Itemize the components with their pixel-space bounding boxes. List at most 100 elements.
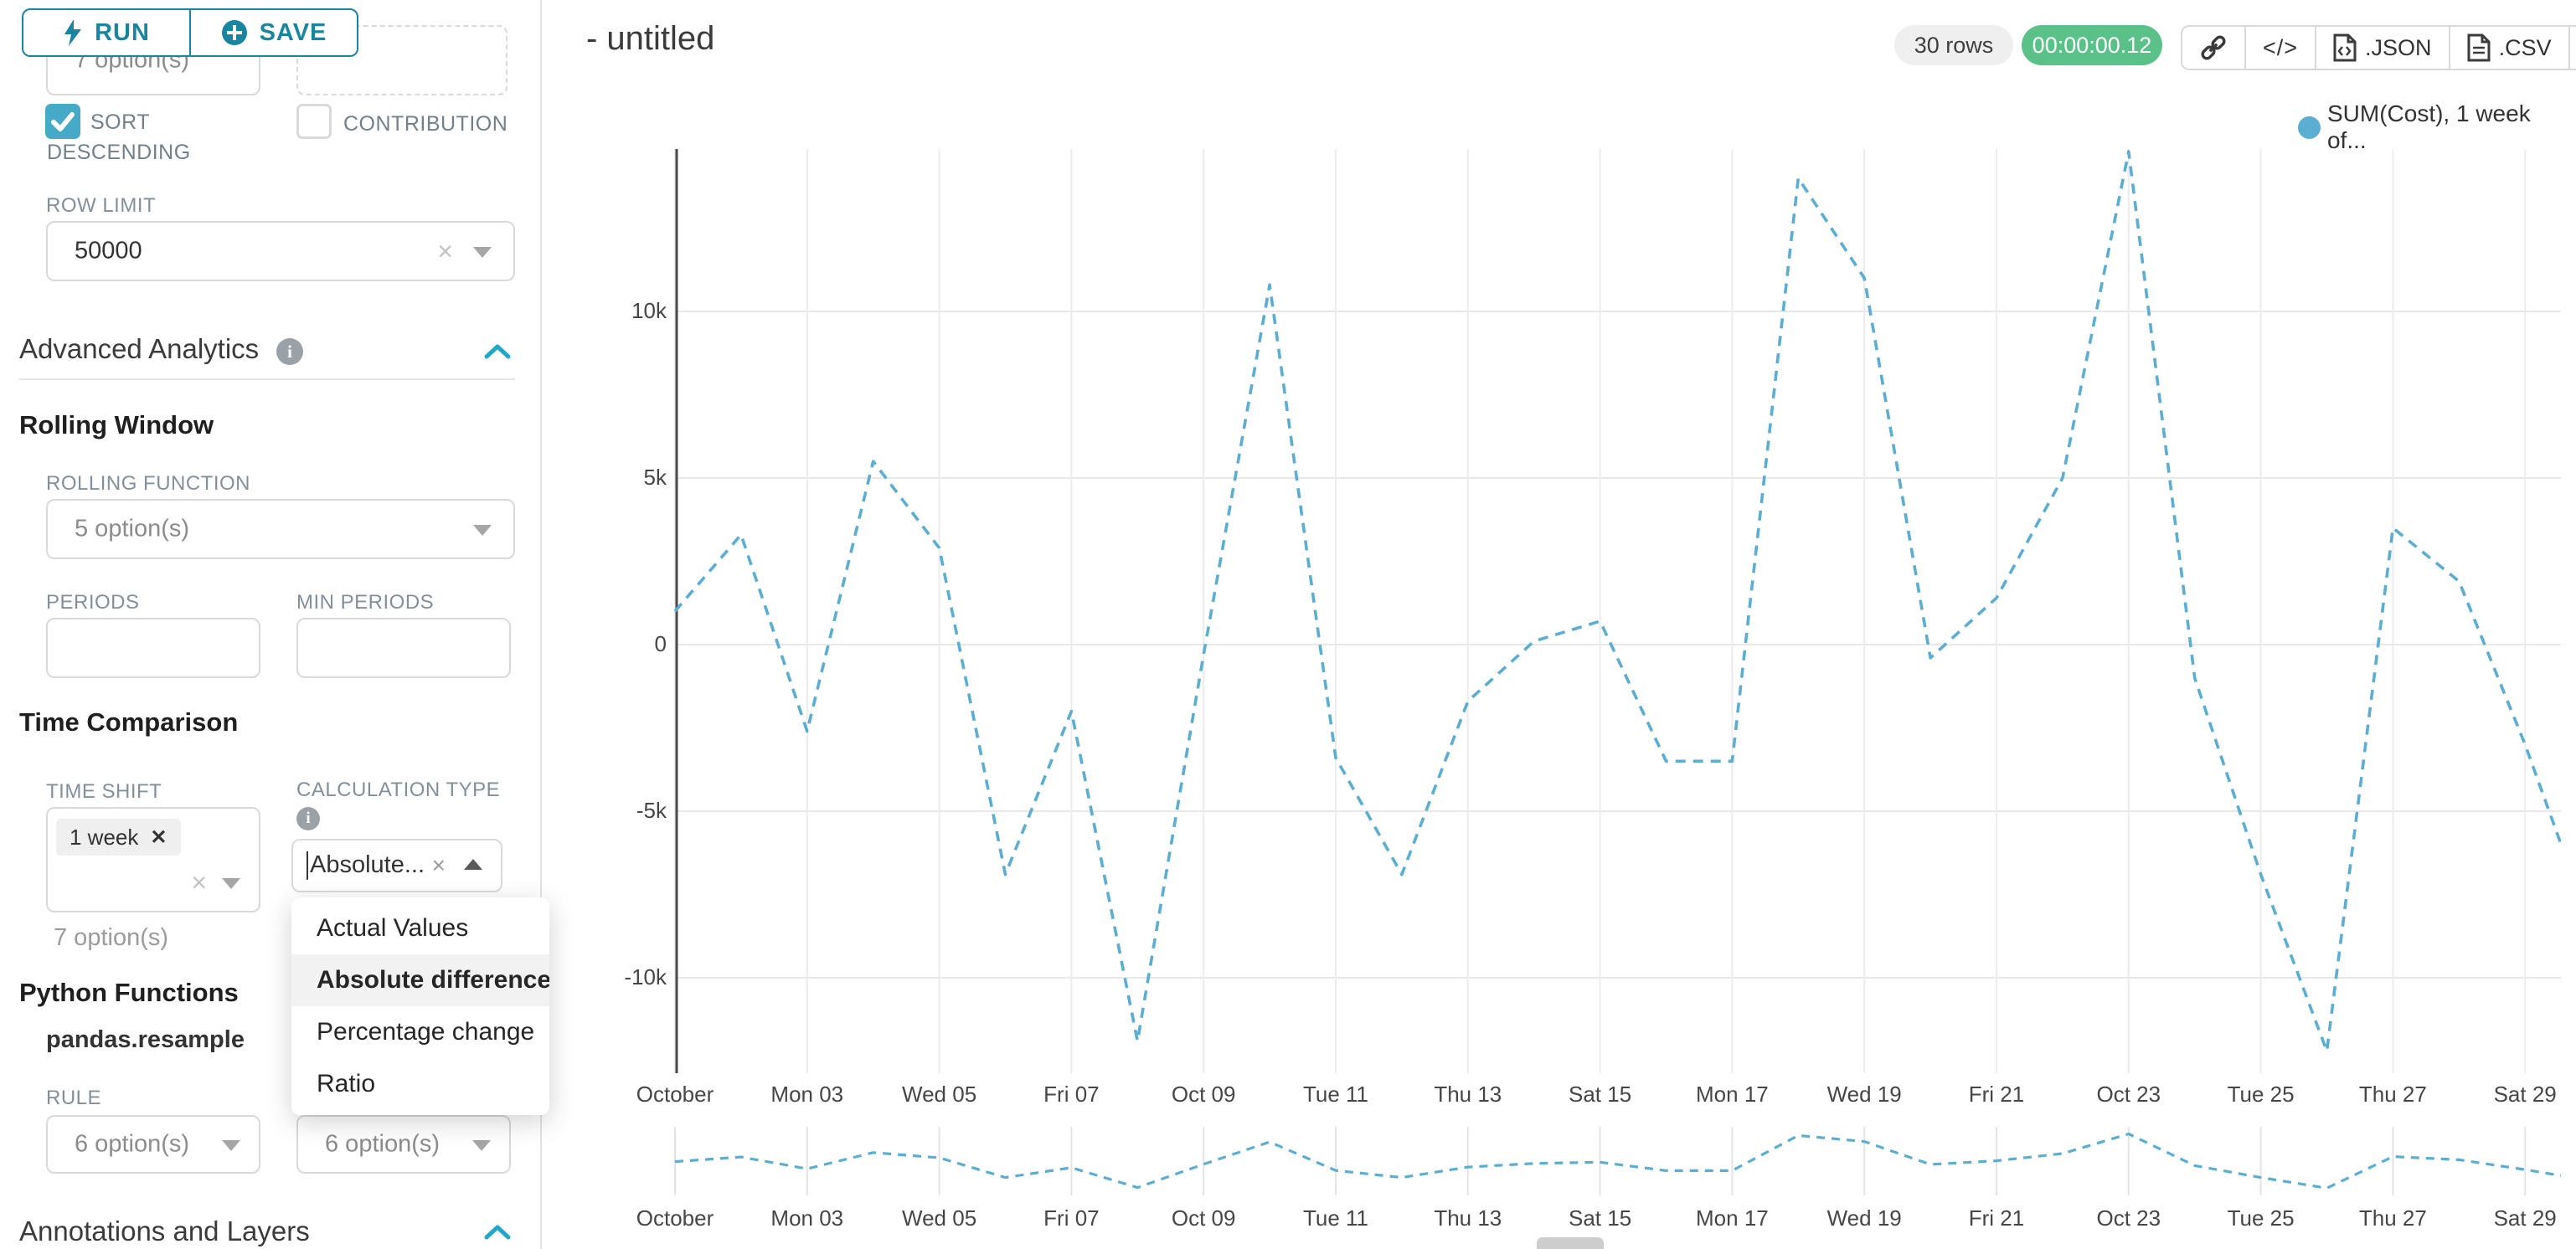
rule-select[interactable]: 6 option(s)	[46, 1115, 260, 1174]
menu-item-percentage-change[interactable]: Percentage change	[317, 1018, 535, 1046]
x-axis-tick-label: Wed 05	[902, 1082, 977, 1107]
lightning-icon	[64, 19, 82, 46]
y-axis-tick-label: 0	[654, 631, 667, 656]
csv-button-label: .CSV	[2498, 34, 2552, 60]
export-json-button[interactable]: .JSON	[2316, 25, 2450, 70]
time-shift-label: TIME SHIFT	[46, 780, 162, 803]
json-button-label: .JSON	[2365, 34, 2432, 60]
clear-icon[interactable]: ×	[437, 236, 453, 266]
chevron-up-icon[interactable]	[484, 343, 511, 360]
rolling-function-select[interactable]: 5 option(s)	[46, 499, 515, 559]
calculation-type-dropdown: Actual Values Absolute difference Percen…	[291, 897, 549, 1115]
x-axis-tick-label: Tue 25	[2227, 1082, 2295, 1107]
x-axis-tick-label: Wed 05	[902, 1205, 977, 1231]
chart-toolbar: </> .JSON .CSV	[2181, 25, 2576, 70]
info-icon[interactable]: i	[296, 807, 320, 830]
menu-item-absolute-difference[interactable]: Absolute difference	[291, 954, 549, 1006]
y-axis-tick-label: 5k	[643, 465, 667, 490]
x-axis-tick-label: Fri 21	[1968, 1205, 2025, 1231]
x-axis-tick-label: Thu 13	[1434, 1082, 1502, 1107]
remove-tag-icon[interactable]: ✕	[150, 825, 167, 849]
menu-item-ratio[interactable]: Ratio	[317, 1070, 376, 1097]
file-code-icon	[2333, 33, 2357, 62]
check-icon	[51, 112, 75, 131]
x-axis-tick-label: Mon 17	[1696, 1205, 1769, 1231]
calculation-type-value: Absolute...	[307, 851, 425, 881]
chevron-down-icon[interactable]	[222, 1140, 240, 1152]
sort-descending-label: SORT DESCENDING	[47, 111, 191, 164]
info-icon[interactable]: i	[276, 338, 303, 365]
x-axis-tick-label: Fri 07	[1043, 1205, 1100, 1231]
x-axis-tick-label: Oct 23	[2096, 1205, 2161, 1231]
y-axis-tick-label: 10k	[631, 298, 667, 323]
control-panel-sidebar: 7 option(s) RUN SAVE SORT DESCENDING CON…	[0, 0, 549, 1249]
x-axis-tick-label: Oct 09	[1171, 1082, 1236, 1107]
contribution-checkbox[interactable]	[296, 104, 332, 139]
advanced-analytics-title: Advanced Analytics	[19, 333, 260, 364]
periods-input[interactable]	[46, 618, 262, 678]
share-link-button[interactable]	[2181, 25, 2246, 70]
x-axis-tick-label: Thu 27	[2358, 1205, 2427, 1231]
chevron-down-icon[interactable]	[473, 247, 492, 259]
chevron-up-icon[interactable]	[464, 858, 482, 870]
rule-label: RULE	[46, 1087, 102, 1109]
time-comparison-title: Time Comparison	[19, 707, 239, 737]
x-axis-tick-label: Tue 11	[1302, 1082, 1369, 1107]
y-axis-tick-label: -10k	[624, 964, 667, 989]
time-shift-select[interactable]: 1 week ✕ ×	[46, 807, 260, 912]
x-axis-tick-label: Wed 19	[1826, 1205, 1902, 1231]
file-lines-icon	[2467, 33, 2491, 62]
time-shift-tag-label: 1 week	[70, 824, 139, 850]
rule-value: 6 option(s)	[75, 1130, 190, 1158]
time-shift-hint: 7 option(s)	[54, 924, 169, 951]
chevron-down-icon[interactable]	[222, 877, 240, 889]
x-axis-tick-label: Tue 25	[2227, 1205, 2295, 1231]
x-axis-tick-label: Sat 15	[1569, 1082, 1632, 1107]
calculation-type-select[interactable]: Absolute... ×	[291, 839, 502, 892]
row-limit-select[interactable]: 50000 ×	[46, 221, 515, 281]
legend-item[interactable]: SUM(Cost), 1 week of...	[2298, 100, 2576, 154]
chart-title[interactable]: - untitled	[586, 20, 715, 57]
x-axis-tick-label: Mon 03	[770, 1205, 844, 1231]
periods-input-field[interactable]	[48, 619, 262, 678]
min-periods-input[interactable]	[296, 618, 513, 678]
menu-item-actual-values[interactable]: Actual Values	[317, 914, 469, 942]
x-axis-tick-label: October	[636, 1205, 714, 1231]
x-axis-tick-label: Sat 29	[2493, 1082, 2557, 1107]
x-axis-tick-label: Fri 21	[1968, 1082, 2025, 1107]
x-axis-tick-label: Wed 19	[1826, 1082, 1902, 1107]
horizontal-scrollbar-thumb[interactable]	[1537, 1237, 1604, 1249]
chevron-down-icon[interactable]	[473, 525, 492, 537]
save-button[interactable]: SAVE	[189, 10, 357, 55]
x-axis-tick-label: Thu 27	[2358, 1082, 2427, 1107]
save-button-label: SAVE	[259, 18, 327, 46]
embed-code-button[interactable]: </>	[2246, 25, 2317, 70]
export-csv-button[interactable]: .CSV	[2450, 25, 2570, 70]
text-cursor	[307, 851, 308, 881]
x-axis-tick-label: Oct 23	[2096, 1082, 2161, 1107]
clear-icon[interactable]: ×	[431, 852, 446, 878]
clear-icon[interactable]: ×	[191, 866, 207, 897]
sort-descending-checkbox[interactable]	[45, 104, 80, 139]
method-select[interactable]: 6 option(s)	[296, 1115, 511, 1174]
periods-label: PERIODS	[46, 591, 140, 614]
min-periods-input-field[interactable]	[298, 619, 513, 678]
run-button[interactable]: RUN	[23, 10, 189, 55]
time-shift-tag: 1 week ✕	[56, 819, 181, 856]
more-options-button[interactable]	[2569, 25, 2576, 70]
empty-metric-dropzone[interactable]	[296, 25, 507, 95]
annotations-layers-title: Annotations and Layers	[19, 1216, 310, 1246]
legend-color-dot	[2298, 116, 2321, 139]
x-axis-tick-label: Mon 03	[770, 1082, 844, 1107]
x-axis-tick-label: Fri 07	[1043, 1082, 1100, 1107]
x-axis-tick-label: Tue 11	[1302, 1205, 1369, 1231]
chevron-down-icon[interactable]	[472, 1140, 491, 1152]
min-periods-label: MIN PERIODS	[296, 591, 435, 614]
x-axis-tick-label: Mon 17	[1696, 1082, 1769, 1107]
x-axis-tick-label: Sat 29	[2493, 1205, 2557, 1231]
series-line	[673, 150, 2561, 1053]
chevron-up-icon[interactable]	[484, 1224, 511, 1241]
rolling-function-label: ROLLING FUNCTION	[46, 472, 251, 495]
